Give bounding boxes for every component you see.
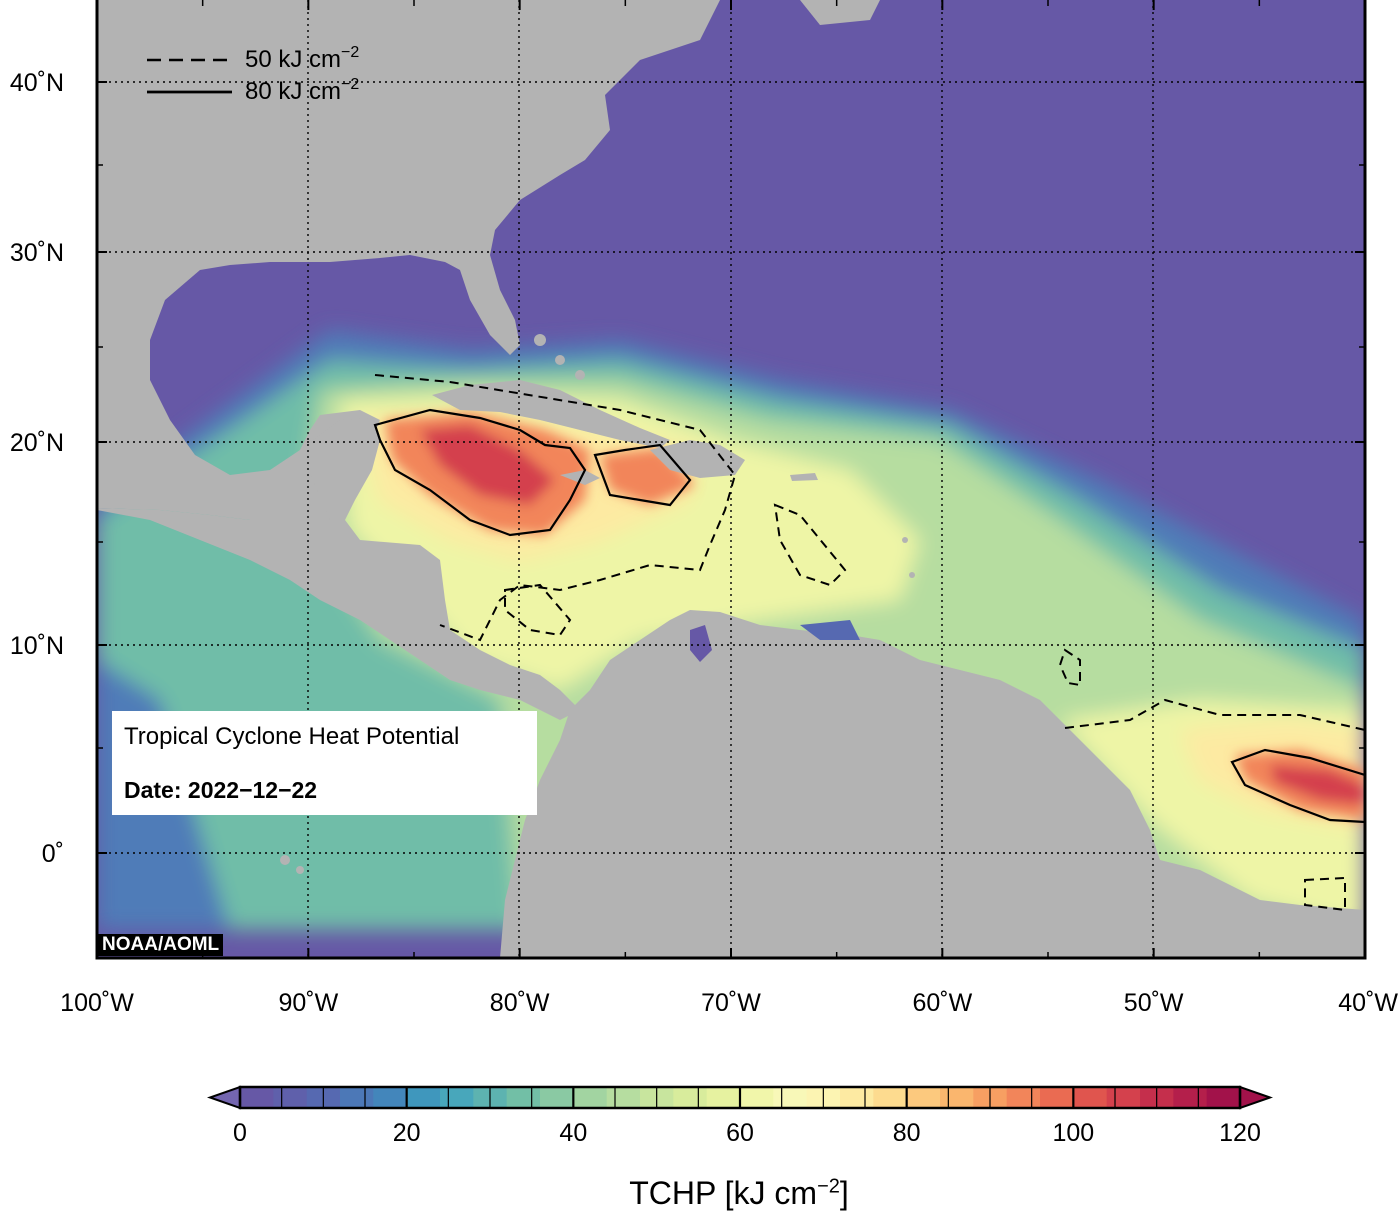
island-bahamas-2	[555, 355, 565, 365]
colorbar-swatch	[240, 1087, 274, 1108]
islands	[280, 334, 915, 874]
legend-80-label: 80 kJ cm−2	[245, 76, 359, 105]
contour-50-caribbean	[374, 374, 737, 642]
legend-80-exp: −2	[341, 76, 359, 93]
legend-50-label: 50 kJ cm−2	[245, 44, 359, 73]
longitude-axis: 100˚W 90˚W 80˚W 70˚W 60˚W 50˚W 40˚W	[60, 0, 1398, 1017]
info-box: Tropical Cyclone Heat Potential Date: 20…	[112, 711, 537, 815]
colorbar-title-close: ]	[839, 1175, 849, 1211]
contour-80-caribbean	[373, 408, 587, 537]
colorbar-title: TCHP [kJ cm−2]	[0, 1175, 1400, 1212]
map-date: Date: 2022−12−22	[124, 777, 318, 803]
lon-label-40: 40˚W	[1338, 989, 1398, 1017]
colorbar-swatch	[273, 1087, 308, 1108]
colorbar-swatch	[606, 1087, 641, 1108]
colorbar-swatch	[1206, 1087, 1241, 1108]
credit-label: NOAA/AOML	[98, 934, 224, 956]
contour-80-hispaniola	[593, 443, 692, 507]
colorbar-over-arrow	[1239, 1085, 1274, 1110]
land-north-america	[97, 0, 720, 520]
tchp-band-100-east	[1270, 765, 1365, 805]
lat-label-0: 0˚	[42, 840, 64, 868]
map-title: Tropical Cyclone Heat Potential	[124, 723, 460, 750]
land-hispaniola	[650, 440, 745, 478]
contour-50-se-loop	[1304, 876, 1346, 912]
land	[97, 0, 1365, 958]
colorbar-swatch	[1040, 1087, 1074, 1108]
lon-label-50: 50˚W	[1124, 989, 1184, 1017]
tchp-hot-core	[385, 412, 1365, 820]
island-bahamas-1	[534, 334, 546, 346]
latitude-axis: 40˚N 30˚N 20˚N 10˚N 0˚	[10, 69, 1365, 868]
legend-50-value: 50	[245, 46, 272, 73]
island-galapagos-2	[296, 866, 304, 874]
colorbar-label-80: 80	[893, 1119, 921, 1147]
colorbar-label-100: 100	[1052, 1119, 1094, 1147]
colorbar-under-arrow	[206, 1085, 241, 1110]
colorbar-label-40: 40	[559, 1119, 587, 1147]
land-canada	[800, 0, 880, 25]
colorbar-label-120: 120	[1219, 1119, 1261, 1147]
colorbar-swatch	[773, 1087, 808, 1108]
lat-label-30: 30˚N	[10, 239, 64, 267]
gulf-venezuela	[800, 620, 860, 640]
contours-80	[373, 408, 1365, 824]
colorbar-label-60: 60	[726, 1119, 754, 1147]
colorbar-swatch	[540, 1087, 574, 1108]
tchp-band-100	[420, 425, 555, 505]
colorbar-label-20: 20	[393, 1119, 421, 1147]
contour-50-small-loop	[1058, 648, 1081, 687]
colorbar: 0 20 40 60 80 100 120	[206, 1085, 1274, 1147]
island-galapagos-1	[280, 855, 290, 865]
contour-80-east	[1230, 748, 1365, 824]
island-bahamas-3	[575, 370, 585, 380]
colorbar-swatch	[573, 1087, 608, 1108]
legend-80-value: 80	[245, 78, 272, 105]
colorbar-swatch	[373, 1087, 408, 1108]
colorbar-swatch	[906, 1087, 941, 1108]
colorbar-swatch	[506, 1087, 541, 1108]
colorbar-swatch	[1106, 1087, 1141, 1108]
legend-50-unit: kJ cm	[278, 46, 341, 73]
colorbar-swatch	[440, 1087, 474, 1108]
lon-label-70: 70˚W	[701, 989, 761, 1017]
map-area[interactable]: 50 kJ cm−2 80 kJ cm−2	[97, 0, 1365, 958]
colorbar-title-exp: −2	[817, 1175, 840, 1198]
colorbar-swatch	[1173, 1087, 1208, 1108]
land-central-america	[97, 418, 580, 720]
lat-label-20: 20˚N	[10, 429, 64, 457]
land-south-america	[500, 610, 1365, 958]
legend-80-unit: kJ cm	[278, 78, 341, 105]
colorbar-label-0: 0	[233, 1119, 247, 1147]
legend-50-exp: −2	[341, 44, 359, 61]
land-cuba	[432, 380, 670, 448]
colorbar-swatch	[873, 1087, 908, 1108]
colorbar-swatch	[406, 1087, 441, 1108]
colorbar-swatch	[840, 1087, 874, 1108]
lon-label-80: 80˚W	[490, 989, 550, 1017]
lon-label-100: 100˚W	[60, 989, 134, 1017]
lat-label-40: 40˚N	[10, 69, 64, 97]
lon-label-90: 90˚W	[278, 989, 338, 1017]
island-lesser-antilles-2	[909, 572, 915, 578]
colorbar-swatch	[1073, 1087, 1108, 1108]
colorbar-swatch	[1006, 1087, 1041, 1108]
colorbar-title-text: TCHP [kJ cm	[629, 1175, 818, 1211]
island-lesser-antilles-1	[902, 537, 908, 543]
colorbar-swatch	[673, 1087, 708, 1108]
colorbar-swatch	[940, 1087, 974, 1108]
lat-label-10: 10˚N	[10, 632, 64, 660]
lake-maracaibo	[690, 625, 712, 662]
contour-legend: 50 kJ cm−2 80 kJ cm−2	[147, 44, 359, 105]
contour-50-loop	[504, 583, 572, 637]
colorbar-swatch	[740, 1087, 774, 1108]
lon-label-60: 60˚W	[912, 989, 972, 1017]
colorbar-swatch	[340, 1087, 374, 1108]
colorbar-swatch	[706, 1087, 741, 1108]
contours-50	[374, 374, 1365, 912]
land-puerto-rico	[790, 473, 818, 481]
land-jamaica	[560, 470, 600, 485]
